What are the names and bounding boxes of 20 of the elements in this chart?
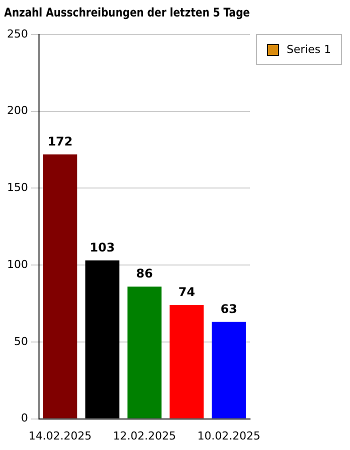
data-label: 74 xyxy=(178,285,196,300)
text: Series 1 xyxy=(286,43,331,56)
chart-title: Anzahl Ausschreibungen der letzten 5 Tage xyxy=(4,5,250,20)
x-tick-label: 12.02.2025 xyxy=(113,429,176,442)
y-tick-label: 150 xyxy=(6,181,28,194)
data-label: 103 xyxy=(90,240,115,255)
y-tick-label: 250 xyxy=(6,27,28,40)
data-label: 63 xyxy=(220,302,238,316)
bar xyxy=(43,154,78,418)
x-tick-label: 14.02.2025 xyxy=(28,429,92,442)
data-label: 172 xyxy=(48,134,73,148)
y-tick-label: 200 xyxy=(6,104,28,118)
y-tick-label: 0 xyxy=(20,412,28,425)
bar xyxy=(212,322,246,418)
y-tick-label: 50 xyxy=(14,334,28,348)
bar xyxy=(170,305,204,418)
bar xyxy=(127,286,162,418)
x-tick-label: 10.02.2025 xyxy=(197,429,260,442)
y-tick-label: 100 xyxy=(6,258,28,271)
data-label: 86 xyxy=(136,266,153,281)
